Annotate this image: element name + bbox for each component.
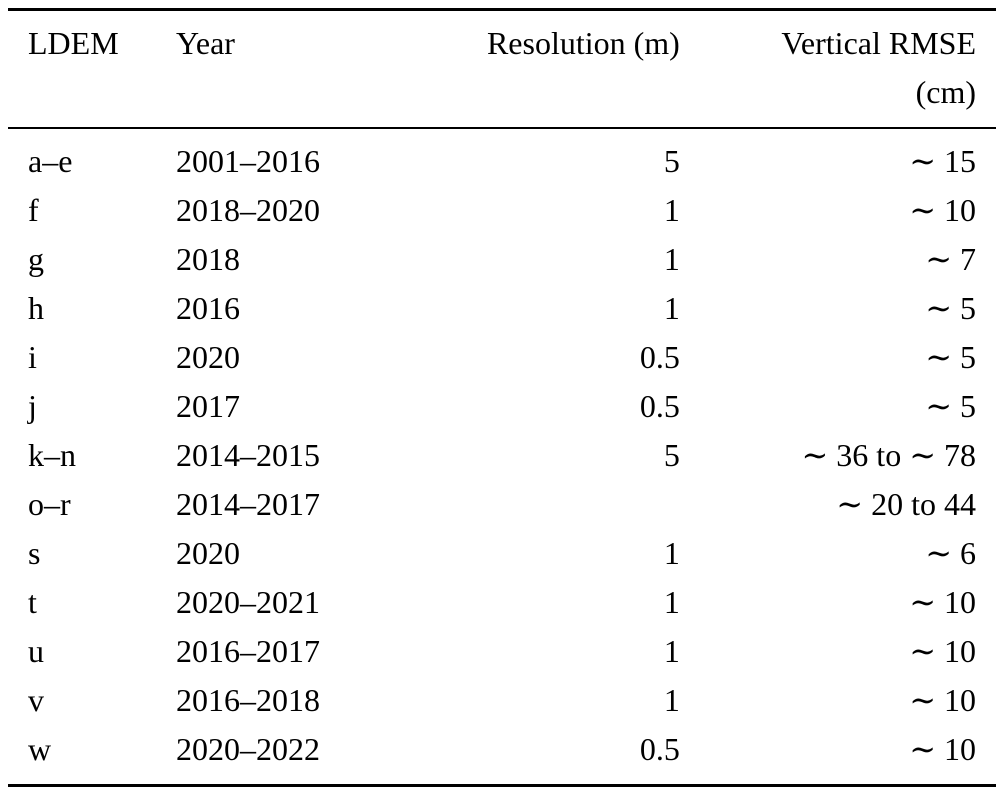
cell-ldem: t: [28, 584, 37, 620]
cell-rmse: ∼ 6: [925, 535, 976, 571]
cell-resolution: 1: [663, 682, 680, 718]
cell-ldem: k–n: [28, 437, 76, 473]
cell-rmse: ∼ 10: [909, 731, 976, 767]
table-row: t 2020–2021 1 ∼ 10: [8, 578, 996, 627]
table-row: w 2020–2022 0.5 ∼ 10: [8, 725, 996, 786]
table-row: f 2018–2020 1 ∼ 10: [8, 186, 996, 235]
cell-resolution: 1: [663, 633, 680, 669]
cell-ldem: o–r: [28, 486, 71, 522]
ldem-table: LDEM Year Resolution (m) Vertical RMSE (…: [8, 8, 996, 787]
cell-ldem: i: [28, 339, 37, 375]
cell-year: 2020: [175, 535, 240, 571]
cell-resolution: 1: [663, 535, 680, 571]
table-row: g 2018 1 ∼ 7: [8, 235, 996, 284]
cell-resolution: 5: [663, 437, 680, 473]
cell-year: 2014–2015: [175, 437, 320, 473]
cell-year: 2018: [175, 241, 240, 277]
cell-year: 2020–2021: [175, 584, 320, 620]
table-body: a–e 2001–2016 5 ∼ 15 f 2018–2020 1 ∼ 10 g 2018 1 ∼ …: [8, 128, 996, 786]
cell-rmse: ∼ 7: [925, 241, 976, 277]
cell-ldem: s: [28, 535, 41, 571]
cell-year: 2017: [175, 388, 240, 424]
table-row: i 2020 0.5 ∼ 5: [8, 333, 996, 382]
cell-ldem: g: [28, 241, 44, 277]
table-row: o–r 2014–2017 ∼ 20 to 44: [8, 480, 996, 529]
table-row: k–n 2014–2015 5 ∼ 36 to ∼ 78: [8, 431, 996, 480]
cell-resolution: 0.5: [639, 731, 680, 767]
cell-rmse: ∼ 15: [909, 143, 976, 179]
cell-rmse: ∼ 5: [925, 388, 976, 424]
cell-resolution: 1: [663, 192, 680, 228]
cell-year: 2020–2022: [175, 731, 320, 767]
cell-rmse: ∼ 5: [925, 339, 976, 375]
cell-resolution: 1: [663, 290, 680, 326]
cell-resolution: 0.5: [639, 388, 680, 424]
cell-resolution: 0.5: [639, 339, 680, 375]
cell-rmse: ∼ 10: [909, 584, 976, 620]
cell-resolution: 1: [663, 584, 680, 620]
cell-ldem: f: [28, 192, 39, 228]
cell-rmse: ∼ 10: [909, 192, 976, 228]
cell-ldem: h: [28, 290, 44, 326]
cell-resolution: 1: [663, 241, 680, 277]
table-header: LDEM Year Resolution (m) Vertical RMSE (…: [8, 9, 996, 129]
cell-ldem: w: [28, 731, 52, 767]
table-row: h 2016 1 ∼ 5: [8, 284, 996, 333]
cell-rmse: ∼ 10: [909, 682, 976, 718]
header-row: LDEM Year Resolution (m) Vertical RMSE (…: [8, 9, 996, 129]
cell-year: 2001–2016: [175, 143, 320, 179]
cell-rmse: ∼ 20 to 44: [836, 486, 976, 522]
cell-ldem: j: [28, 388, 37, 424]
cell-ldem: u: [28, 633, 44, 669]
cell-rmse: ∼ 5: [925, 290, 976, 326]
cell-year: 2016–2017: [175, 633, 320, 669]
table-row: j 2017 0.5 ∼ 5: [8, 382, 996, 431]
cell-ldem: v: [28, 682, 44, 718]
cell-year: 2016: [175, 290, 240, 326]
cell-rmse: ∼ 36 to ∼ 78: [801, 437, 976, 473]
cell-resolution: [433, 480, 680, 529]
cell-year: 2018–2020: [175, 192, 320, 228]
table-row: a–e 2001–2016 5 ∼ 15: [8, 128, 996, 186]
header-year: Year: [175, 9, 433, 129]
header-ldem: LDEM: [8, 9, 176, 129]
header-rmse: Vertical RMSE (cm): [679, 9, 996, 129]
table-row: v 2016–2018 1 ∼ 10: [8, 676, 996, 725]
table-row: u 2016–2017 1 ∼ 10: [8, 627, 996, 676]
table-row: s 2020 1 ∼ 6: [8, 529, 996, 578]
cell-ldem: a–e: [28, 143, 73, 179]
cell-year: 2016–2018: [175, 682, 320, 718]
cell-rmse: ∼ 10: [909, 633, 976, 669]
cell-resolution: 5: [663, 143, 680, 179]
cell-year: 2020: [175, 339, 240, 375]
cell-year: 2014–2017: [175, 486, 320, 522]
header-resolution: Resolution (m): [432, 9, 680, 129]
